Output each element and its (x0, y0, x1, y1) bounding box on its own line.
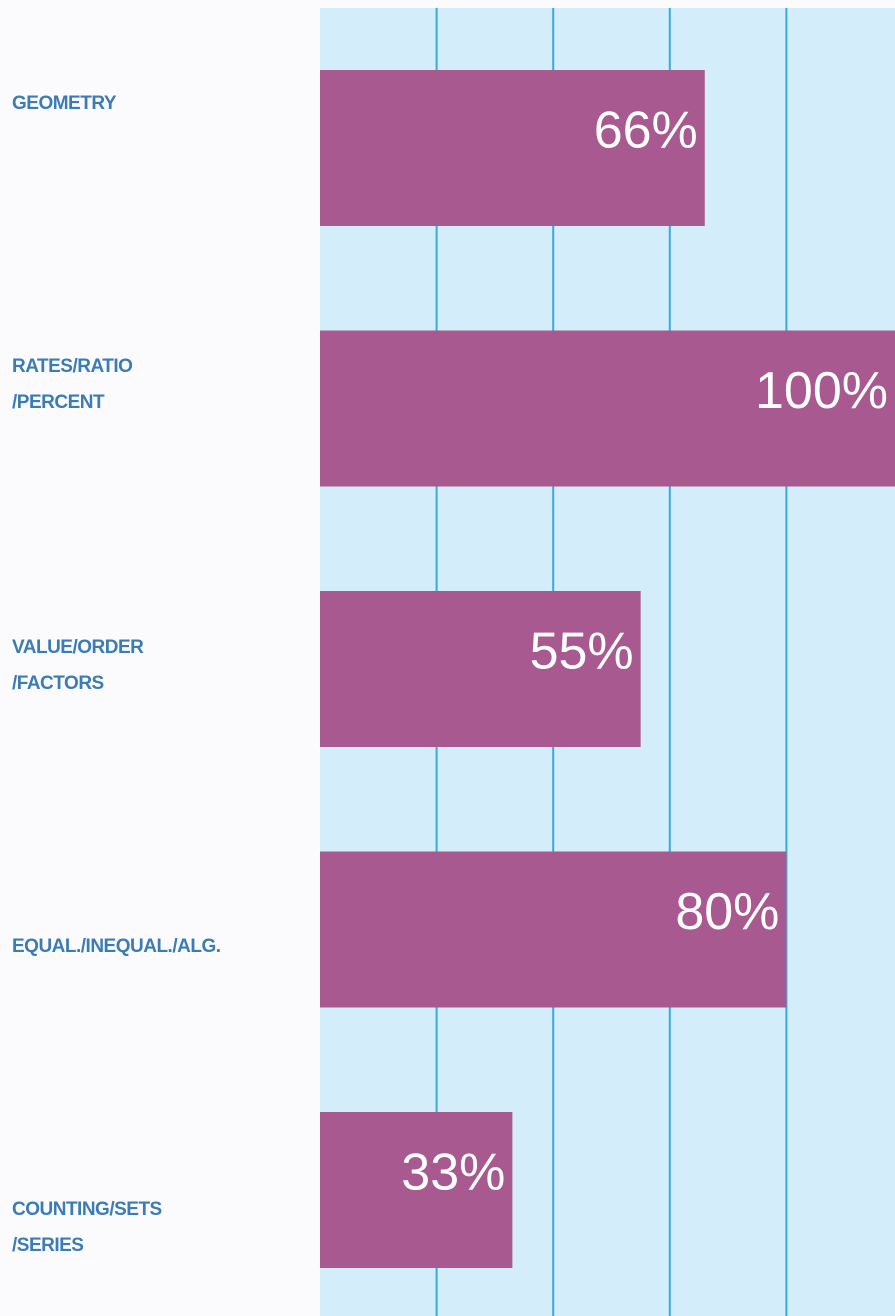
category-label-line: /FACTORS (12, 673, 104, 694)
category-label-line: /SERIES (12, 1235, 83, 1256)
category-label-line: GEOMETRY (12, 93, 117, 114)
category-label: GEOMETRY (12, 93, 117, 114)
category-label: VALUE/ORDER/FACTORS (12, 637, 144, 694)
category-label-line: EQUAL./INEQUAL./ALG. (12, 936, 221, 957)
bar (320, 1112, 513, 1268)
bar (320, 70, 705, 226)
category-label-line: RATES/RATIO (12, 356, 132, 377)
bar (320, 330, 895, 487)
bar (320, 851, 787, 1008)
value-label: 33% (401, 1144, 505, 1202)
value-label: 55% (530, 623, 634, 681)
value-label: 66% (594, 102, 698, 160)
category-label-line: COUNTING/SETS (12, 1199, 162, 1220)
category-label: COUNTING/SETS/SERIES (12, 1199, 162, 1256)
category-label: EQUAL./INEQUAL./ALG. (12, 936, 221, 957)
value-label: 80% (675, 883, 779, 941)
category-label-line: VALUE/ORDER (12, 637, 144, 658)
category-label-line: /PERCENT (12, 392, 105, 413)
category-label: RATES/RATIO/PERCENT (12, 356, 132, 413)
bar (320, 591, 641, 747)
value-label: 100% (755, 362, 888, 420)
